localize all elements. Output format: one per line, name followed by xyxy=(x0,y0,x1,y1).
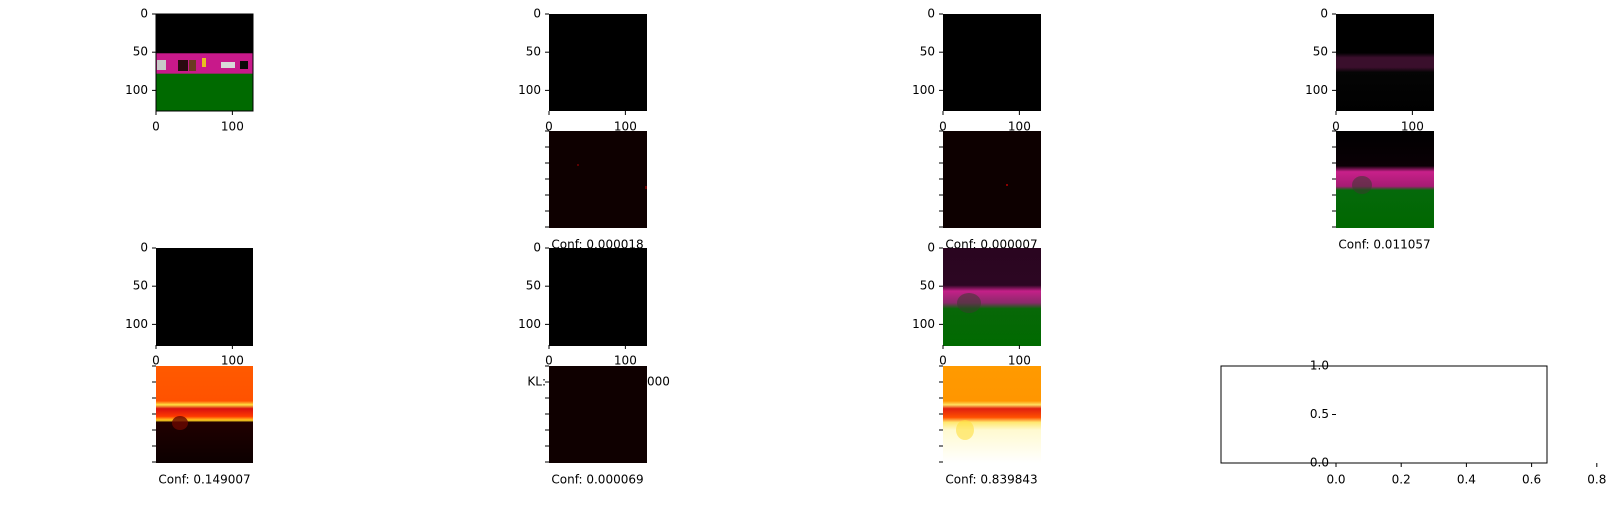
y-tick-label: 100 xyxy=(518,317,541,331)
x-tick-label: 0 xyxy=(1332,120,1340,134)
y-tick-label: 50 xyxy=(526,279,541,293)
subplot-r1-c2 xyxy=(943,131,1041,228)
y-tick-label: 50 xyxy=(133,279,148,293)
x-tick-label: 100 xyxy=(1008,354,1031,368)
x-tick-label: 100 xyxy=(614,120,637,134)
x-tick-label: 100 xyxy=(1008,120,1031,134)
kl-label: KL: xyxy=(527,375,546,389)
x-tick-label: 0 xyxy=(152,120,160,134)
x-tick-label: 0 xyxy=(545,354,553,368)
heatmap-panel xyxy=(549,131,647,228)
kl-label-tail: 000 xyxy=(647,375,670,389)
y-tick-label: 0 xyxy=(533,241,541,255)
conf-label: Conf: 0.839843 xyxy=(945,473,1037,487)
axis-decorations: 0 50 100 0 100 0 50 100 0 100 0 50 100 0 100 0 50 100 0 100… xyxy=(125,7,1606,487)
y-tick-label: 0 xyxy=(140,241,148,255)
subplot-r2-c1 xyxy=(549,248,647,346)
y-tick-label: 50 xyxy=(1313,45,1328,59)
subplot-r3-c0 xyxy=(156,366,253,463)
x-tick-label: 0.8 xyxy=(1587,473,1606,487)
image-blur-spot xyxy=(957,293,981,313)
heatmap-blob xyxy=(956,420,974,440)
x-tick-label: 100 xyxy=(221,120,244,134)
scene-object-grey2 xyxy=(221,62,235,68)
axes-frame xyxy=(155,13,254,112)
conf-label: Conf: 0.000069 xyxy=(551,473,643,487)
subplot-r3-c1 xyxy=(549,366,647,463)
y-tick-label: 1.0 xyxy=(1310,359,1329,373)
heatmap-panel xyxy=(943,366,1041,463)
y-tick-label: 100 xyxy=(912,83,935,97)
x-tick-label: 0.4 xyxy=(1457,473,1476,487)
x-tick-label: 100 xyxy=(614,354,637,368)
x-tick-label: 100 xyxy=(1401,120,1424,134)
heatmap-panel xyxy=(943,131,1041,228)
subplot-r1-c3 xyxy=(1336,131,1434,228)
x-tick-label: 0 xyxy=(545,120,553,134)
x-tick-label: 0 xyxy=(152,354,160,368)
heatmap-speck xyxy=(1006,184,1008,186)
image-panel xyxy=(549,14,647,111)
image-panel xyxy=(1336,131,1434,228)
image-panel xyxy=(549,248,647,346)
subplot-r2-c0 xyxy=(156,248,253,346)
x-tick-label: 0.0 xyxy=(1326,473,1345,487)
y-tick-label: 100 xyxy=(1305,83,1328,97)
subplot-r3-c3 xyxy=(1220,365,1548,464)
y-tick-label: 100 xyxy=(125,83,148,97)
y-tick-label: 0.5 xyxy=(1310,407,1329,421)
scene-object-dark xyxy=(178,60,188,71)
image-panel xyxy=(943,14,1041,111)
y-tick-label: 100 xyxy=(518,83,541,97)
x-tick-label: 0 xyxy=(939,354,947,368)
y-tick-label: 0 xyxy=(927,241,935,255)
empty-axes-panel xyxy=(1220,365,1548,464)
heatmap-speck xyxy=(645,186,647,189)
image-panel xyxy=(1336,14,1434,111)
x-tick-label: 0 xyxy=(939,120,947,134)
scene-key xyxy=(202,58,206,67)
y-tick-label: 50 xyxy=(133,45,148,59)
subplot-r1-c1 xyxy=(549,131,647,228)
x-tick-label: 0.2 xyxy=(1392,473,1411,487)
scene-object-black xyxy=(240,61,248,69)
heatmap-speck xyxy=(577,164,579,166)
y-tick-label: 50 xyxy=(526,45,541,59)
scene-object-grey xyxy=(157,60,166,70)
y-tick-label: 0 xyxy=(140,7,148,21)
y-tick-label: 0.0 xyxy=(1310,456,1329,470)
subplot-r3-c2 xyxy=(943,366,1041,463)
conf-label: Conf: 0.000018 xyxy=(551,238,643,252)
image-blur-spot xyxy=(1352,176,1372,194)
scene-object-brown xyxy=(189,60,196,71)
y-tick-label: 50 xyxy=(920,45,935,59)
x-tick-label: 0.6 xyxy=(1522,473,1541,487)
subplot-r2-c2 xyxy=(943,248,1041,346)
image-panel xyxy=(943,248,1041,346)
conf-label: Conf: 0.000007 xyxy=(945,238,1037,252)
y-tick-label: 0 xyxy=(533,7,541,21)
subplot-r0-c3 xyxy=(1336,14,1434,111)
image-panel xyxy=(156,248,253,346)
heatmap-panel xyxy=(549,366,647,463)
conf-label: Conf: 0.149007 xyxy=(158,473,250,487)
y-tick-label: 0 xyxy=(927,7,935,21)
y-tick-label: 100 xyxy=(912,317,935,331)
y-tick-label: 0 xyxy=(1320,7,1328,21)
conf-label: Conf: 0.011057 xyxy=(1338,238,1430,252)
subplot-r0-c2 xyxy=(943,14,1041,111)
y-tick-label: 100 xyxy=(125,317,148,331)
heatmap-blob xyxy=(172,416,188,430)
heatmap-panel xyxy=(156,366,253,463)
subplot-r0-c1 xyxy=(549,14,647,111)
subplot-r0-c0 xyxy=(155,13,254,112)
y-tick-label: 50 xyxy=(920,279,935,293)
x-tick-label: 100 xyxy=(221,354,244,368)
